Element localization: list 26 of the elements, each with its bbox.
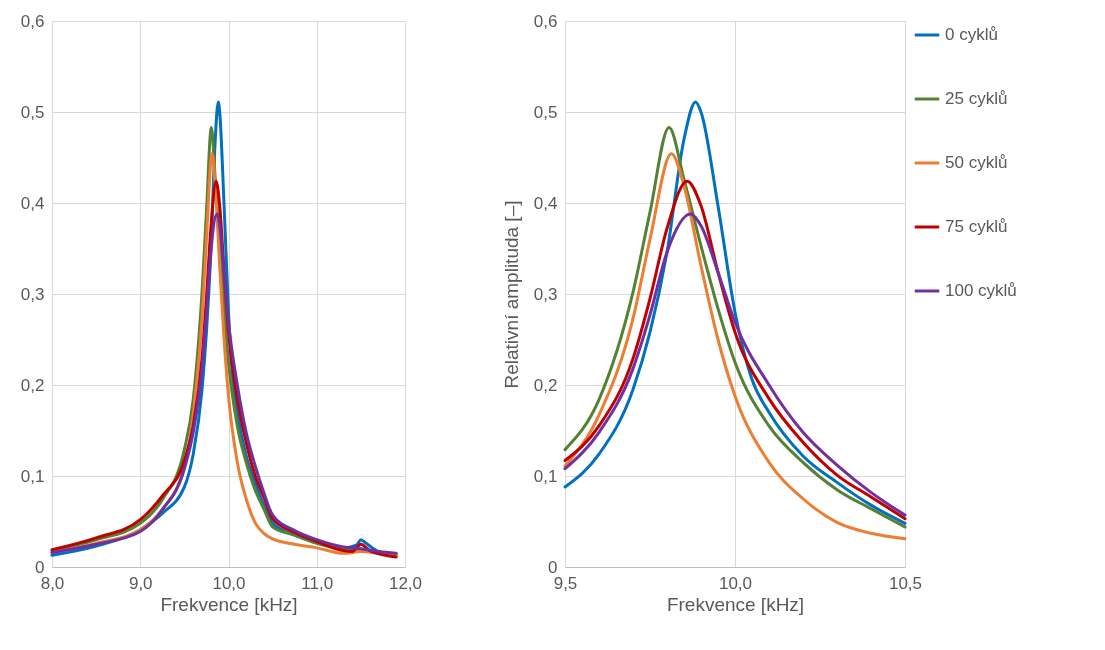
legend-label: 75 cyklů xyxy=(945,217,1008,236)
x-tick-label: 10,5 xyxy=(888,573,923,593)
y-tick-label: 0,3 xyxy=(20,284,45,304)
x-axis-title: Frekvence [kHz] xyxy=(160,593,298,615)
x-axis-title: Frekvence [kHz] xyxy=(666,593,805,615)
x-tick-label: 12,0 xyxy=(388,573,423,593)
y-tick-label: 0,1 xyxy=(20,466,45,486)
x-tick-label: 11,0 xyxy=(301,573,334,593)
y-tick-label: 0,5 xyxy=(533,102,558,122)
y-tick-label: 0,4 xyxy=(20,193,45,213)
legend-label: 0 cyklů xyxy=(945,25,998,44)
x-tick-label: 10,0 xyxy=(718,573,753,593)
y-tick-label: 0,3 xyxy=(533,284,558,304)
y-tick-label: 0,4 xyxy=(533,193,558,213)
y-tick-label: 0,2 xyxy=(20,375,45,395)
y-tick-label: 0,6 xyxy=(533,11,558,31)
y-tick-label: 0,2 xyxy=(533,375,558,395)
x-tick-label: 10,0 xyxy=(212,573,246,593)
legend-label: 25 cyklů xyxy=(945,89,1008,108)
y-tick-label: 0,6 xyxy=(20,11,45,31)
legend-label: 100 cyklů xyxy=(945,281,1017,300)
legend-label: 50 cyklů xyxy=(945,153,1008,172)
y-tick-label: 0,1 xyxy=(533,466,558,486)
y-tick-label: 0,5 xyxy=(20,102,45,122)
y-axis-title: Relativní amplituda [–] xyxy=(500,200,522,389)
x-tick-label: 9,0 xyxy=(128,573,153,593)
